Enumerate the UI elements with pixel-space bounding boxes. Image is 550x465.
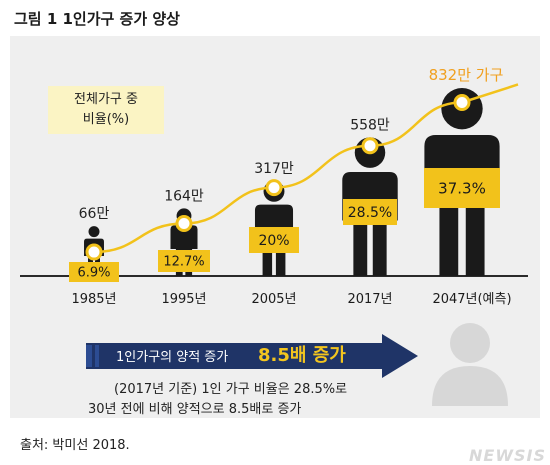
value-label: 6.9% [77,266,110,281]
note-line-2: 30년 전에 비해 양적으로 8.5배로 증가 [88,402,302,417]
note-line-1: (2017년 기준) 1인 가구 비율은 28.5%로 [114,382,348,397]
ratio-point [453,93,471,111]
x-tick-label: 2005년 [251,292,296,307]
value-label-box [158,250,210,272]
ratio-point [175,215,193,233]
x-tick-label: 1985년 [71,292,116,307]
x-tick-label: 2047년(예측) [432,292,511,307]
value-label: 37.3% [438,179,486,197]
ratio-point [265,179,283,197]
household-label: 66만 [79,206,110,222]
value-label: 12.7% [163,255,204,270]
ratio-point [361,137,379,155]
arrow-stripe [95,345,99,367]
value-label-box [69,262,119,282]
value-label: 28.5% [348,205,392,221]
watermark: NEWSIS [469,446,546,465]
legend-label-line1: 전체가구 중 [74,92,138,107]
arrow-stripe [86,345,92,367]
avatar-body [432,366,508,406]
household-label: 558만 [350,117,390,133]
avatar-head [450,323,490,363]
growth-arrow [86,334,418,378]
arrow-text: 1인가구의 양적 증가 [116,350,229,365]
arrow-emphasis: 8.5배 증가 [258,345,346,366]
household-label: 317만 [254,161,294,177]
x-tick-label: 1995년 [161,292,206,307]
legend-label-line2: 비율(%) [82,112,130,127]
ratio-point [85,243,103,261]
value-label-box [249,227,299,253]
household-label: 832만 가구 [429,66,504,84]
value-label-box [343,199,397,225]
value-label-box [424,168,500,208]
household-label: 164만 [164,188,204,204]
figure-title: 그림 1 1인가구 증가 양상 [14,10,180,28]
value-label: 20% [258,233,289,249]
legend-box: 전체가구 중 비율(%) [48,86,164,134]
x-tick-label: 2017년 [347,292,392,307]
source-text: 출처: 박미선 2018. [20,438,130,453]
